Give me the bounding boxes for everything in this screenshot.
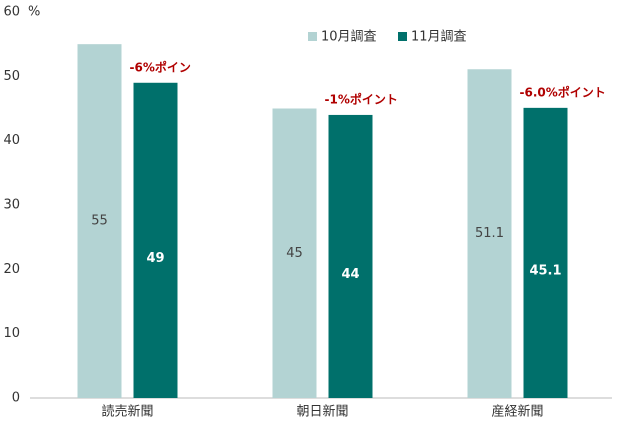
legend-swatch	[308, 32, 317, 41]
annotation: -6%ポイン	[130, 59, 191, 74]
bar	[328, 114, 373, 398]
y-tick-label: 0	[12, 391, 20, 406]
value-label: 55	[91, 214, 108, 229]
y-tick-label: 40	[3, 133, 20, 148]
legend-label: 11月調査	[411, 30, 467, 45]
bar	[523, 107, 568, 399]
value-label: 45	[286, 246, 303, 261]
x-tick-label: 産経新聞	[491, 404, 543, 420]
x-tick-label: 朝日新聞	[296, 404, 348, 420]
y-tick-label: 50	[3, 69, 20, 84]
bar	[77, 44, 122, 399]
legend-swatch	[398, 32, 407, 41]
y-tick-label: 60	[3, 5, 20, 20]
x-tick-label: 読売新聞	[101, 404, 153, 420]
y-tick-label: 10	[3, 326, 20, 341]
annotation: -6.0%ポイント	[520, 84, 606, 99]
value-label: 45.1	[529, 263, 561, 278]
y-tick-label: 30	[3, 198, 20, 213]
value-label: 44	[341, 267, 359, 282]
bar	[272, 108, 317, 398]
legend-label: 10月調査	[321, 30, 377, 45]
y-unit: %	[28, 5, 40, 20]
bar	[467, 69, 512, 399]
annotation: -1%ポイント	[325, 91, 398, 106]
bar	[133, 82, 178, 399]
value-label: 49	[146, 251, 164, 266]
y-tick-label: 20	[3, 262, 20, 277]
value-label: 51.1	[475, 226, 504, 241]
